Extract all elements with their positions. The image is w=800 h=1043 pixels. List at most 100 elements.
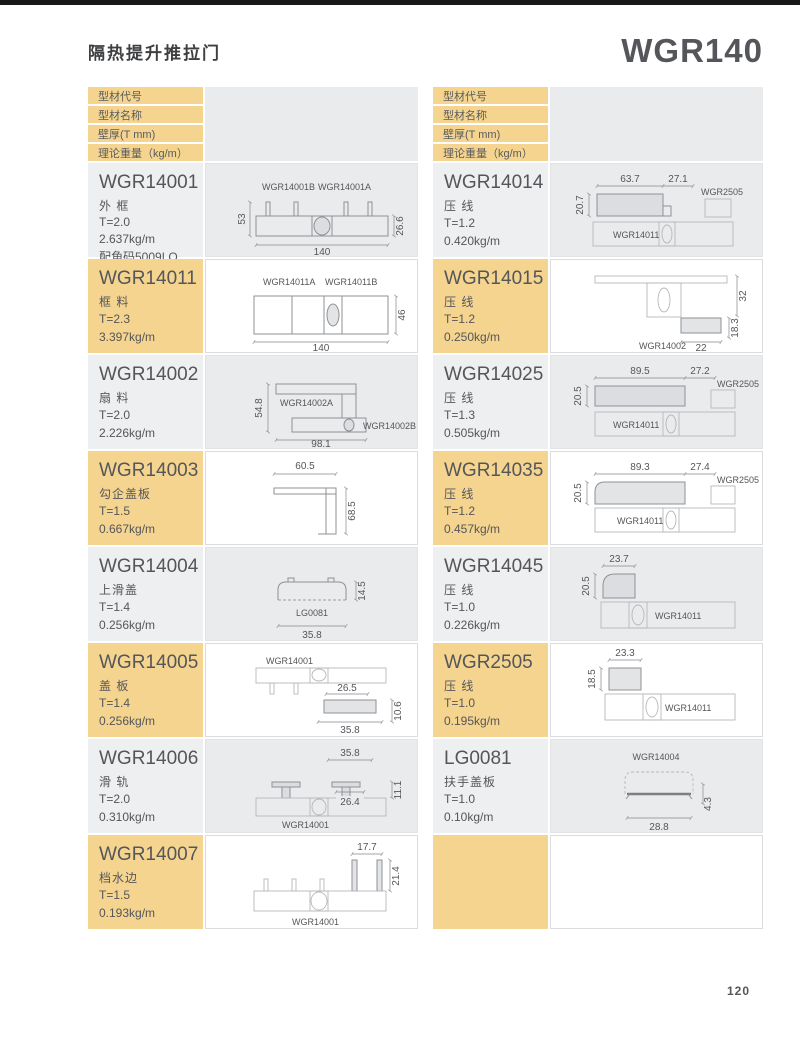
dim-label: 26.5 (337, 683, 357, 694)
drawing-cell: 35.8 11.1 26.4 WGR14001 (205, 739, 418, 833)
ref-label: WGR14011 (665, 703, 711, 713)
profile-sketch (275, 383, 367, 433)
dim-label: 11.1 (393, 780, 404, 799)
profile-cell-wgr14025: WGR14025 压 线 T=1.3 0.505kg/m (433, 355, 548, 449)
dim-label: 18.5 (587, 669, 598, 689)
profile-cell-wgr14002: WGR14002 扇 料 T=2.0 2.226kg/m (88, 355, 203, 449)
profile-weight: 0.195kg/m (444, 713, 501, 728)
profile-code: WGR14001 (99, 172, 199, 193)
profile-thickness: T=1.5 (99, 888, 131, 903)
profile-name: 扶手盖板 (444, 775, 497, 789)
profile-name: 上滑盖 (99, 583, 139, 597)
profile-drawing-wgr14005: WGR14001 26.5 35.8 10.6 (255, 656, 404, 736)
profile-sketch (273, 487, 337, 535)
profile-cell-wgr14035: WGR14035 压 线 T=1.2 0.457kg/m (433, 451, 548, 545)
profile-code: WGR14014 (444, 172, 544, 193)
ref-label: WGR14011 (613, 230, 659, 240)
dim-label: 22 (695, 343, 707, 352)
profile-sketch (600, 573, 736, 629)
table-header-theoretical-weight: 理论重量（kg/m） (88, 144, 203, 161)
profile-code: WGR14003 (99, 460, 199, 481)
ref-label: WGR14002B (363, 421, 416, 431)
profile-sketch (255, 781, 387, 817)
dim-label: 23.3 (615, 648, 635, 659)
dim-label: 18.3 (730, 318, 741, 338)
profile-name: 档水边 (99, 871, 139, 885)
profile-drawing-wgr14014: 63.7 27.1 WGR2505 20.7 WGR14011 (575, 174, 743, 247)
profile-weight: 2.226kg/m (99, 425, 156, 440)
profile-drawing-wgr14003: 60.5 68.5 (206, 461, 358, 544)
dim-label: 20.5 (581, 576, 592, 596)
profile-sketch (253, 859, 387, 912)
profile-thickness: T=2.0 (99, 215, 131, 229)
ref-label: WGR14001 (266, 656, 313, 666)
profile-weight: 0.457kg/m (444, 521, 501, 536)
dim-label: 27.4 (690, 462, 710, 473)
profile-cell-wgr14007: WGR14007 档水边 T=1.5 0.193kg/m (88, 835, 203, 929)
drawing-cell: 17.7 21.4 WGR14001 (205, 835, 418, 929)
ref-label: WGR14011B (325, 277, 377, 287)
profile-thickness: T=1.0 (444, 792, 476, 807)
drawing-cell: WGR14001B WGR14001A 53 26.6 140 (205, 163, 418, 257)
drawing-cell: 63.7 27.1 WGR2505 20.7 WGR14011 (550, 163, 763, 257)
table-header-profile-code: 型材代号 (433, 87, 548, 104)
dim-label: 140 (313, 343, 330, 352)
profile-name: 压 线 (444, 487, 475, 501)
profile-cell-wgr2505: WGR2505 压 线 T=1.0 0.195kg/m (433, 643, 548, 737)
dim-label: 20.5 (573, 386, 584, 406)
ref-label: WGR14011 (617, 516, 663, 526)
drawing-cell: WGR14001 26.5 35.8 10.6 (205, 643, 418, 737)
profile-weight: 0.226kg/m (444, 617, 501, 632)
ref-label: WGR2505 (701, 187, 743, 197)
dim-label: 26.6 (395, 216, 406, 236)
dim-label: 60.5 (295, 461, 315, 472)
dim-label: 35.8 (340, 725, 360, 736)
profile-weight: 3.397kg/m (99, 329, 156, 344)
profile-thickness: T=2.0 (99, 792, 131, 807)
profile-drawing-wgr14006: 35.8 11.1 26.4 WGR14001 (255, 748, 404, 830)
dim-label: 46 (397, 309, 408, 321)
drawing-cell: 23.7 20.5 WGR14011 (550, 547, 763, 641)
profile-cell-wgr14005: WGR14005 盖 板 T=1.4 0.256kg/m (88, 643, 203, 737)
profile-thickness: T=1.0 (444, 696, 476, 711)
ref-label: WGR2505 (717, 379, 759, 389)
profile-name: 压 线 (444, 391, 475, 405)
dim-label: 54.8 (254, 398, 265, 418)
profile-sketch (594, 385, 736, 437)
profile-drawing-wgr14004: 14.5 LG0081 35.8 (206, 577, 368, 640)
profile-cell-empty (433, 835, 548, 929)
profile-name: 压 线 (444, 583, 475, 597)
dim-label: 4.3 (703, 797, 714, 811)
ref-label: WGR14001 (292, 917, 339, 927)
profile-cell-wgr14003: WGR14003 勾企盖板 T=1.5 0.667kg/m (88, 451, 203, 545)
profile-weight: 2.637kg/m (99, 232, 156, 247)
dim-label: 20.7 (575, 195, 586, 215)
profile-name: 压 线 (444, 199, 475, 213)
ref-label: LG0081 (296, 608, 328, 618)
profile-thickness: T=1.0 (444, 600, 476, 615)
profile-cell-wgr14001: WGR14001 外 框 T=2.0 2.637kg/m 配角码5009LQ (88, 163, 203, 264)
profile-code: WGR14011 (99, 268, 197, 289)
series-code: WGR140 (621, 32, 763, 69)
ref-label: WGR2505 (717, 475, 759, 485)
profiles-table-left: 型材代号 型材名称 壁厚(T mm) 理论重量（kg/m） WGR14001 外… (88, 87, 418, 929)
page-header: 隔热提升推拉门 WGR140 (88, 27, 763, 67)
dim-label: 10.6 (393, 701, 404, 721)
dim-label: 21.4 (391, 866, 402, 886)
profile-name: 压 线 (444, 295, 475, 309)
profile-name: 外 框 (99, 199, 130, 213)
dim-label: 14.5 (357, 581, 368, 601)
profile-catalog: 型材代号 型材名称 壁厚(T mm) 理论重量（kg/m） WGR14001 外… (88, 87, 763, 929)
table-header-drawing-cell (205, 87, 418, 161)
dim-label: 26.4 (340, 797, 360, 808)
dim-label: 68.5 (347, 501, 358, 521)
profile-cell-wgr14006: WGR14006 滑 轨 T=2.0 0.310kg/m (88, 739, 203, 833)
profile-code: WGR14006 (99, 748, 199, 769)
profile-cell-lg0081: LG0081 扶手盖板 T=1.0 0.10kg/m (433, 739, 548, 833)
page-number: 120 (726, 984, 750, 998)
profile-thickness: T=1.4 (99, 696, 131, 711)
dim-label: 89.3 (630, 462, 650, 473)
profile-weight: 0.310kg/m (99, 809, 156, 824)
profile-thickness: T=1.3 (444, 408, 476, 423)
drawing-cell: 14.5 LG0081 35.8 (205, 547, 418, 641)
